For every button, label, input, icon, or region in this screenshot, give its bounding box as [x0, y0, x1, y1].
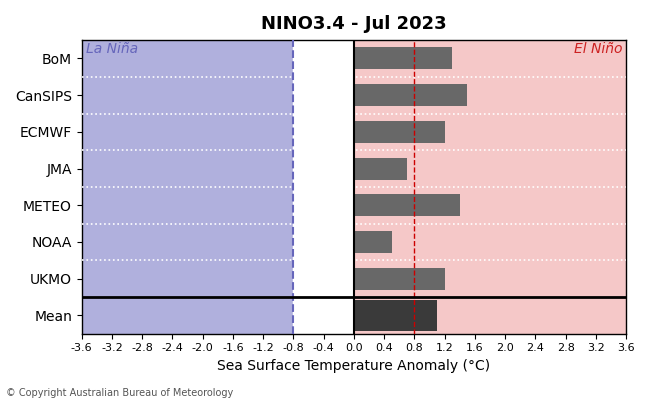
Text: © Copyright Australian Bureau of Meteorology: © Copyright Australian Bureau of Meteoro…	[6, 388, 234, 398]
Bar	[354, 121, 445, 143]
Text: La Niña: La Niña	[86, 42, 138, 56]
Text: El Niño: El Niño	[574, 42, 623, 56]
Bar	[354, 158, 407, 180]
Bar	[354, 300, 437, 331]
X-axis label: Sea Surface Temperature Anomaly (°C): Sea Surface Temperature Anomaly (°C)	[217, 359, 491, 373]
Bar	[354, 268, 445, 290]
Bar	[354, 48, 452, 70]
Bar	[354, 194, 460, 216]
Bar	[354, 231, 392, 253]
Bar	[354, 84, 467, 106]
Title: NINO3.4 - Jul 2023: NINO3.4 - Jul 2023	[261, 15, 447, 33]
